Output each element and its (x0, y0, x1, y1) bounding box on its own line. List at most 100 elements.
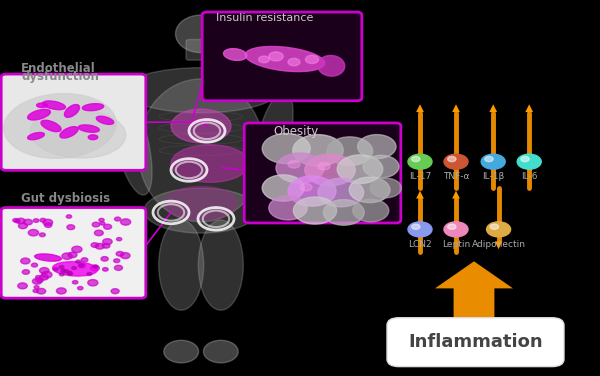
Circle shape (412, 224, 420, 229)
Ellipse shape (64, 105, 80, 117)
Circle shape (20, 258, 30, 264)
FancyBboxPatch shape (186, 39, 215, 60)
Circle shape (40, 218, 46, 222)
Circle shape (41, 271, 52, 278)
Circle shape (113, 259, 120, 262)
Circle shape (101, 256, 108, 261)
Circle shape (28, 229, 38, 236)
Circle shape (68, 272, 73, 275)
Circle shape (78, 264, 86, 268)
Text: IL-17: IL-17 (409, 172, 431, 181)
Circle shape (288, 58, 300, 66)
Circle shape (293, 135, 343, 166)
Ellipse shape (164, 340, 199, 363)
Circle shape (95, 243, 104, 249)
FancyBboxPatch shape (244, 123, 401, 223)
Circle shape (358, 135, 396, 159)
Circle shape (59, 273, 64, 276)
Circle shape (91, 265, 100, 271)
Ellipse shape (53, 262, 97, 276)
Circle shape (448, 156, 456, 162)
Circle shape (353, 199, 389, 222)
Ellipse shape (253, 91, 293, 195)
Ellipse shape (176, 15, 227, 53)
Circle shape (81, 258, 88, 262)
Circle shape (36, 278, 43, 282)
Circle shape (34, 286, 39, 289)
Ellipse shape (60, 127, 78, 138)
Circle shape (33, 289, 38, 293)
Circle shape (40, 268, 49, 274)
Circle shape (40, 274, 49, 280)
Circle shape (67, 225, 75, 230)
Circle shape (68, 252, 77, 258)
FancyBboxPatch shape (387, 318, 564, 367)
Ellipse shape (123, 68, 279, 113)
Ellipse shape (198, 220, 244, 310)
FancyBboxPatch shape (202, 12, 362, 101)
Circle shape (517, 154, 541, 169)
Circle shape (31, 263, 38, 267)
Ellipse shape (112, 91, 152, 195)
Circle shape (79, 264, 84, 267)
Ellipse shape (165, 186, 237, 220)
Circle shape (318, 178, 364, 207)
Circle shape (72, 246, 82, 253)
Ellipse shape (28, 132, 44, 140)
Circle shape (64, 270, 68, 273)
Circle shape (262, 133, 310, 164)
Ellipse shape (78, 125, 100, 132)
Circle shape (22, 270, 29, 274)
FancyBboxPatch shape (1, 74, 146, 170)
Circle shape (408, 222, 432, 237)
Text: IL-1β: IL-1β (482, 172, 505, 181)
Circle shape (276, 153, 324, 183)
Ellipse shape (43, 101, 65, 110)
Circle shape (327, 137, 373, 165)
Circle shape (72, 267, 77, 270)
Text: LCN2: LCN2 (408, 240, 432, 249)
Circle shape (305, 55, 319, 64)
Circle shape (100, 222, 105, 225)
Circle shape (293, 197, 337, 224)
Circle shape (115, 265, 122, 270)
Circle shape (53, 268, 58, 271)
Ellipse shape (171, 109, 231, 143)
FancyArrow shape (435, 261, 513, 323)
Ellipse shape (144, 188, 258, 233)
Circle shape (300, 183, 312, 191)
Circle shape (35, 276, 41, 279)
Circle shape (103, 243, 110, 248)
Text: Adiponectin: Adiponectin (472, 240, 526, 249)
Ellipse shape (317, 56, 345, 76)
Circle shape (269, 196, 307, 220)
Circle shape (481, 154, 505, 169)
Circle shape (32, 278, 42, 284)
Ellipse shape (158, 220, 204, 310)
Circle shape (370, 178, 401, 198)
Ellipse shape (97, 116, 113, 124)
Ellipse shape (88, 135, 98, 140)
Ellipse shape (224, 49, 247, 61)
Circle shape (485, 156, 493, 162)
Circle shape (111, 289, 119, 294)
Ellipse shape (30, 109, 126, 158)
Circle shape (288, 176, 336, 206)
Ellipse shape (171, 145, 249, 182)
Circle shape (490, 224, 499, 229)
Text: IL-6: IL-6 (521, 172, 538, 181)
Circle shape (103, 268, 108, 271)
Circle shape (408, 154, 432, 169)
Ellipse shape (245, 47, 325, 71)
Circle shape (103, 239, 112, 245)
Ellipse shape (41, 120, 61, 132)
Circle shape (104, 224, 112, 229)
Text: Insulin resistance: Insulin resistance (216, 13, 313, 23)
Ellipse shape (4, 94, 116, 158)
Circle shape (44, 223, 52, 227)
Circle shape (115, 217, 121, 221)
Circle shape (305, 154, 355, 186)
Circle shape (116, 238, 122, 241)
Circle shape (337, 155, 383, 183)
Circle shape (487, 222, 511, 237)
